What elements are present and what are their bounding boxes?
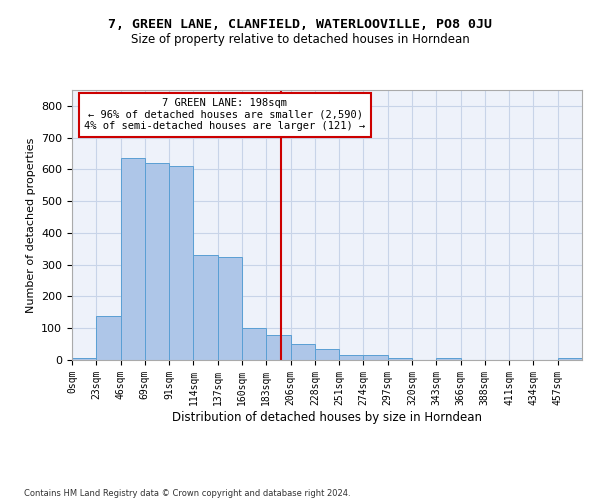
Bar (436, 358, 461, 360)
Bar (315, 349, 339, 360)
Bar (266, 334, 290, 360)
Bar (121, 158, 145, 360)
Bar (169, 166, 193, 360)
Text: 7 GREEN LANE: 198sqm
← 96% of detached houses are smaller (2,590)
4% of semi-det: 7 GREEN LANE: 198sqm ← 96% of detached h… (85, 98, 365, 132)
Text: Contains HM Land Registry data © Crown copyright and database right 2024.: Contains HM Land Registry data © Crown c… (24, 488, 350, 498)
Bar (96, 316, 121, 360)
Y-axis label: Number of detached properties: Number of detached properties (26, 138, 35, 312)
Bar (339, 355, 364, 360)
X-axis label: Distribution of detached houses by size in Horndean: Distribution of detached houses by size … (172, 410, 482, 424)
Text: 7, GREEN LANE, CLANFIELD, WATERLOOVILLE, PO8 0JU: 7, GREEN LANE, CLANFIELD, WATERLOOVILLE,… (108, 18, 492, 30)
Bar (193, 255, 218, 360)
Bar (290, 344, 315, 360)
Text: Size of property relative to detached houses in Horndean: Size of property relative to detached ho… (131, 32, 469, 46)
Bar (558, 358, 582, 360)
Bar (145, 163, 169, 360)
Bar (364, 355, 388, 360)
Bar (242, 328, 266, 360)
Bar (72, 358, 96, 360)
Bar (218, 257, 242, 360)
Bar (388, 358, 412, 360)
